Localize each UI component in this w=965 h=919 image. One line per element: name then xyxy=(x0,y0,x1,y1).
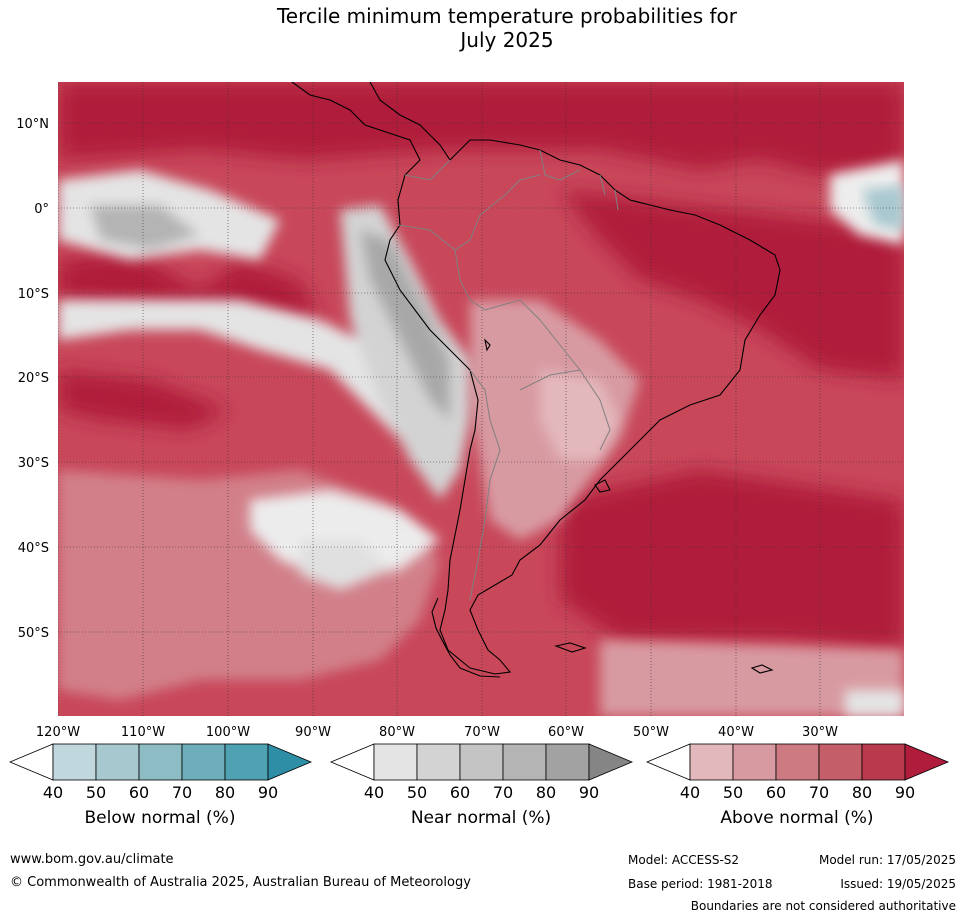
colorbar-above-segment xyxy=(775,743,820,781)
colorbar-near-tick-label: 80 xyxy=(536,783,556,802)
lon-label-120w: 120°W xyxy=(36,725,80,740)
map-title-line-1: Tercile minimum temperature probabilitie… xyxy=(276,4,738,28)
colorbar-above-segment xyxy=(689,743,734,781)
colorbar-above-segment xyxy=(818,743,863,781)
footer-model-run: Model run: 17/05/2025 xyxy=(818,853,956,867)
colorbar-below-under-triangle xyxy=(8,743,54,781)
latitude-labels: 10°N 0° 10°S 20°S 30°S 40°S 50°S xyxy=(16,117,49,641)
colorbar-above: 40 50 60 70 80 90 xyxy=(645,743,950,802)
longitude-labels: 120°W 110°W 100°W 90°W 80°W 70°W 60°W 50… xyxy=(36,725,838,740)
lat-label-50s: 50°S xyxy=(18,626,49,641)
colorbar-near-over-triangle xyxy=(588,743,634,781)
colorbar-near-tick-label: 90 xyxy=(579,783,599,802)
lon-label-30w: 30°W xyxy=(802,725,838,740)
lon-label-90w: 90°W xyxy=(295,725,331,740)
graticule xyxy=(58,82,904,716)
footer-base-period: Base period: 1981-2018 xyxy=(628,877,773,891)
below-normal-regions xyxy=(862,185,904,230)
high-above-normal-regions xyxy=(58,82,904,650)
near-normal-regions xyxy=(58,160,904,716)
colorbar-below-tick-label: 70 xyxy=(172,783,192,802)
colorbar-above-tick-label: 60 xyxy=(766,783,786,802)
colorbar-near-segment xyxy=(545,743,590,781)
colorbar-near-segment xyxy=(502,743,547,781)
colorbar-near: 40 50 60 70 80 90 xyxy=(329,743,634,802)
colorbar-near-label: Near normal (%) xyxy=(410,808,552,828)
colorbar-below-segment xyxy=(95,743,140,781)
colorbar-above-segment xyxy=(732,743,777,781)
colorbar-below: 40 50 60 70 80 90 xyxy=(8,743,313,802)
lon-label-110w: 110°W xyxy=(121,725,165,740)
colorbar-below-tick-label: 80 xyxy=(215,783,235,802)
lon-label-50w: 50°W xyxy=(633,725,669,740)
colorbar-near-segment xyxy=(373,743,418,781)
colorbar-below-tick-label: 90 xyxy=(258,783,278,802)
footer-website: www.bom.gov.au/climate xyxy=(10,852,174,867)
colorbar-above-tick-label: 90 xyxy=(895,783,915,802)
probability-map xyxy=(58,82,904,716)
colorbar-above-over-triangle xyxy=(904,743,950,781)
footer-model: Model: ACCESS-S2 xyxy=(628,853,740,867)
footer-copyright: © Commonwealth of Australia 2025, Austra… xyxy=(10,875,471,890)
colorbar-above-tick-label: 80 xyxy=(852,783,872,802)
footer-disclaimer: Boundaries are not considered authoritat… xyxy=(690,899,956,913)
lat-label-40s: 40°S xyxy=(18,541,49,556)
map-title: Tercile minimum temperature probabilitie… xyxy=(0,4,965,52)
lat-label-10s: 10°S xyxy=(18,287,49,302)
colorbar-below-tick-label: 60 xyxy=(129,783,149,802)
coastline xyxy=(291,82,781,678)
colorbar-below-segment xyxy=(224,743,269,781)
colorbar-above-tick-label: 70 xyxy=(809,783,829,802)
colorbar-above-under-triangle xyxy=(645,743,691,781)
colorbar-above-label: Above normal (%) xyxy=(720,808,874,828)
colorbar-near-under-triangle xyxy=(329,743,375,781)
colorbar-near-tick-label: 50 xyxy=(407,783,427,802)
colorbar-below-segment xyxy=(138,743,183,781)
colorbar-below-segment xyxy=(181,743,226,781)
lon-label-100w: 100°W xyxy=(206,725,250,740)
lon-label-60w: 60°W xyxy=(548,725,584,740)
lon-label-40w: 40°W xyxy=(718,725,754,740)
colorbar-below-over-triangle xyxy=(267,743,313,781)
lon-label-80w: 80°W xyxy=(379,725,415,740)
colorbar-near-tick-label: 70 xyxy=(493,783,513,802)
lat-label-10n: 10°N xyxy=(16,117,49,132)
colorbar-below-tick-label: 40 xyxy=(43,783,63,802)
colorbar-near-tick-label: 40 xyxy=(364,783,384,802)
colorbar-near-tick-label: 60 xyxy=(450,783,470,802)
colorbar-near-segment xyxy=(459,743,504,781)
footer-issued: Issued: 19/05/2025 xyxy=(840,877,956,891)
lat-label-equator: 0° xyxy=(34,202,49,217)
colorbar-below-tick-label: 50 xyxy=(86,783,106,802)
lat-label-20s: 20°S xyxy=(18,371,49,386)
colorbar-above-tick-label: 40 xyxy=(680,783,700,802)
country-borders xyxy=(397,149,619,601)
colorbar-above-segment xyxy=(861,743,906,781)
colorbar-near-segment xyxy=(416,743,461,781)
colorbar-below-label: Below normal (%) xyxy=(84,808,236,828)
colorbar-below-segment xyxy=(52,743,97,781)
colorbar-above-tick-label: 50 xyxy=(723,783,743,802)
colorbars: 40 50 60 70 80 90 40 50 60 70 80 90 40 50 60 70 80 90 xyxy=(8,743,950,802)
lon-label-70w: 70°W xyxy=(464,725,500,740)
map-title-line-2: July 2025 xyxy=(460,28,554,52)
lat-label-30s: 30°S xyxy=(18,456,49,471)
